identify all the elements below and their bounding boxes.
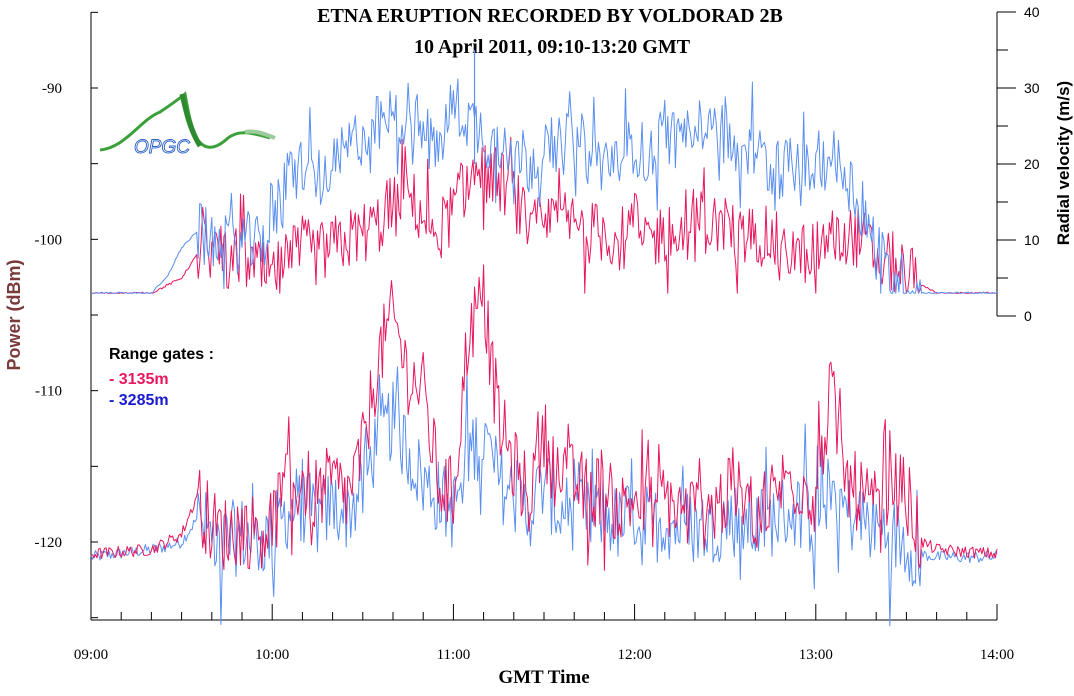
y-axis-ticks: -90 -100 -110 -120 (35, 11, 98, 619)
y-axis-label: Power (dBm) (4, 259, 24, 370)
y-tick-label: -90 (42, 81, 62, 97)
opgc-logo: OPGC (99, 91, 276, 158)
x-axis-label: GMT Time (498, 667, 589, 688)
series-line-power-3285m (90, 366, 998, 627)
y-tick-label: -120 (35, 535, 63, 551)
y2-tick-label: 10 (1024, 232, 1040, 248)
x-tick-label: 11:00 (437, 647, 471, 663)
y2-axis-ticks: 0 10 20 30 40 (997, 4, 1040, 324)
legend-title: Range gates : (109, 346, 214, 363)
legend-entry-3285m: - 3285m (109, 392, 169, 409)
y2-tick-label: 30 (1024, 80, 1040, 96)
legend-entry-3135m: - 3135m (109, 371, 169, 388)
series-line-velocity-3285m (90, 78, 998, 294)
chart-subtitle: 10 April 2011, 09:10-13:20 GMT (414, 36, 691, 58)
x-tick-label: 13:00 (799, 647, 833, 663)
x-tick-label: 12:00 (618, 647, 652, 663)
chart-title: ETNA ERUPTION RECORDED BY VOLDORAD 2B (317, 5, 783, 27)
y2-tick-label: 20 (1024, 156, 1040, 172)
legend: Range gates : - 3135m - 3285m (109, 346, 214, 409)
x-tick-label: 10:00 (255, 647, 289, 663)
y2-tick-label: 40 (1024, 4, 1040, 20)
series-layer (90, 50, 998, 627)
y-tick-label: -110 (35, 384, 62, 400)
y2-axis-label: Radial velocity (m/s) (1054, 81, 1073, 245)
series-line-power-3135m (90, 264, 998, 571)
y2-tick-label: 0 (1024, 308, 1032, 324)
series-line-velocity-3135m (90, 136, 998, 294)
y-tick-label: -100 (35, 232, 63, 248)
x-tick-label: 14:00 (980, 647, 1014, 663)
x-tick-label: 09:00 (74, 647, 108, 663)
opgc-logo-text: OPGC (134, 137, 190, 158)
x-axis-ticks: 09:00 10:00 11:00 12:00 13:00 14:00 (74, 604, 1014, 663)
